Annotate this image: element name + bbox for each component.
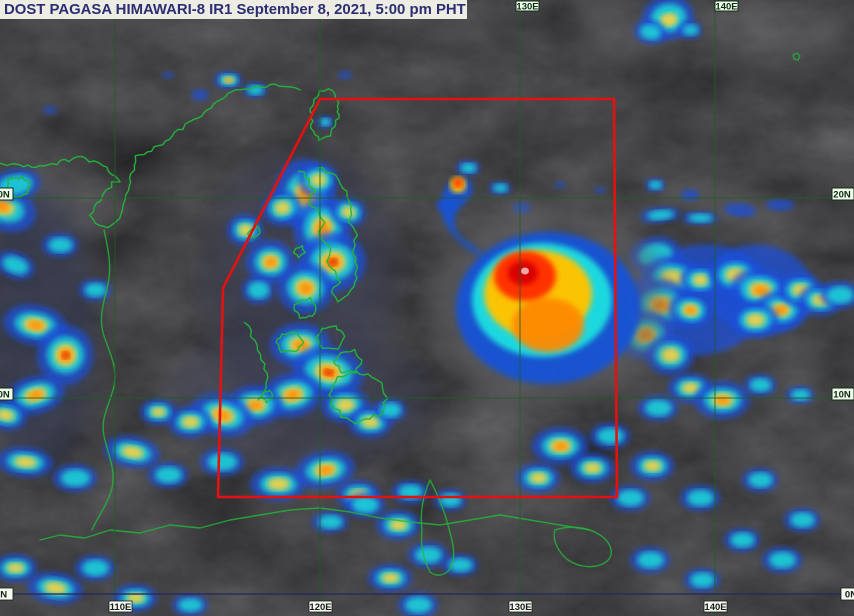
svg-text:120E: 120E bbox=[309, 602, 331, 613]
svg-text:0N: 0N bbox=[845, 590, 854, 601]
svg-text:110E: 110E bbox=[110, 602, 132, 613]
svg-text:140E: 140E bbox=[715, 2, 737, 13]
svg-text:10N: 10N bbox=[0, 390, 10, 401]
svg-text:140E: 140E bbox=[704, 602, 726, 613]
svg-text:20N: 20N bbox=[0, 190, 10, 201]
svg-text:130E: 130E bbox=[509, 602, 531, 613]
svg-text:10N: 10N bbox=[833, 390, 851, 401]
svg-text:DOST PAGASA HIMAWARI-8 IR1 Sep: DOST PAGASA HIMAWARI-8 IR1 September 8, … bbox=[4, 2, 466, 18]
svg-text:130E: 130E bbox=[516, 2, 538, 13]
svg-text:20N: 20N bbox=[833, 190, 851, 201]
svg-text:0N: 0N bbox=[0, 590, 7, 601]
